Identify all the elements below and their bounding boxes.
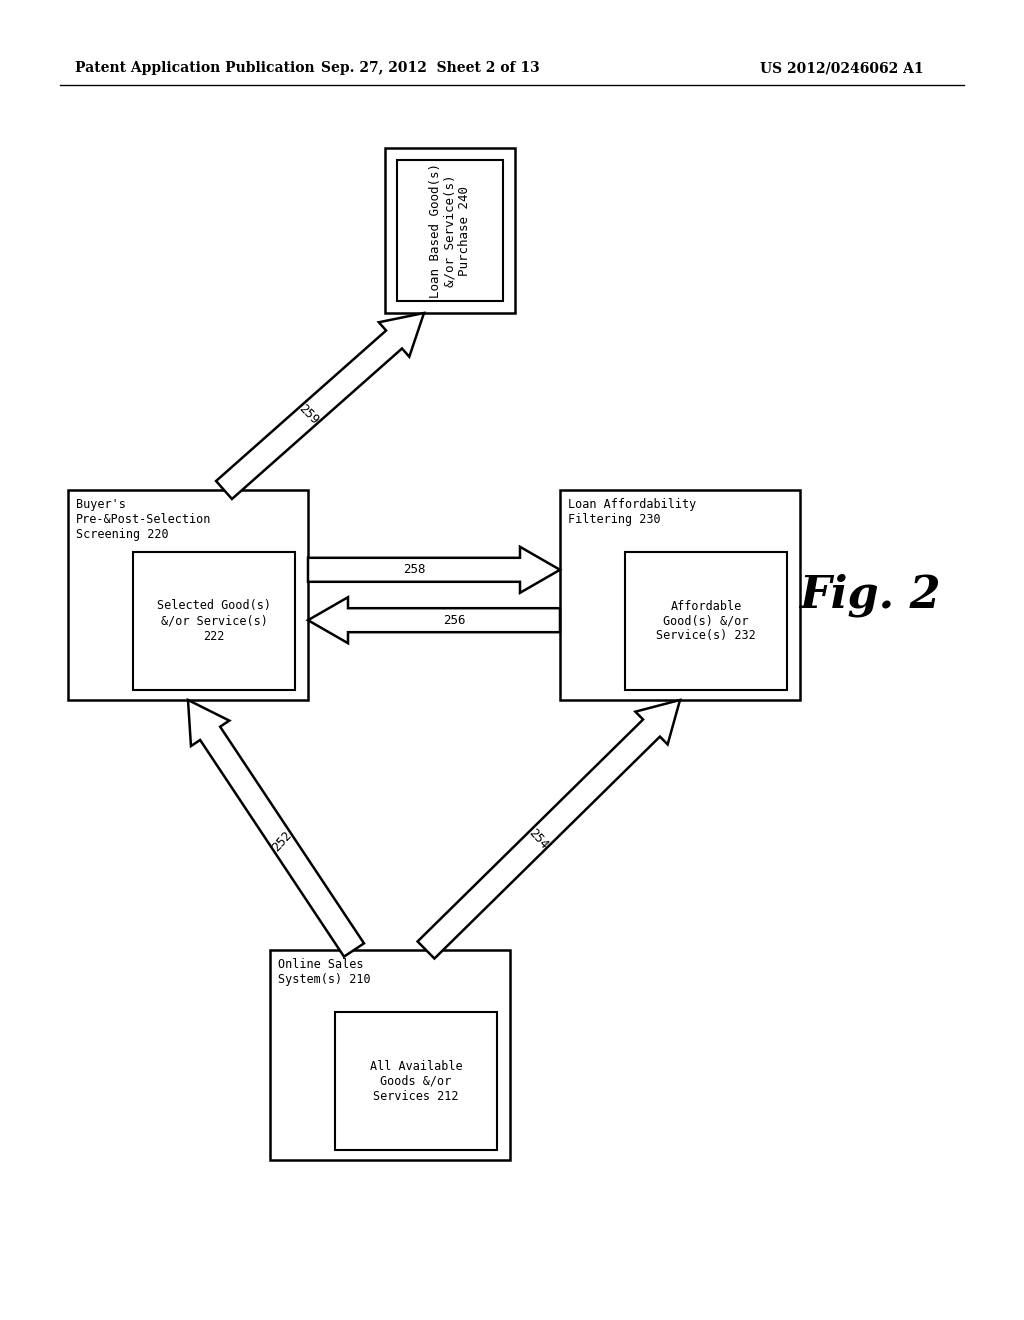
Text: Fig. 2: Fig. 2	[799, 573, 941, 616]
Text: Loan Affordability
Filtering 230: Loan Affordability Filtering 230	[568, 498, 696, 525]
Bar	[385, 148, 515, 313]
Text: Buyer's
Pre-&Post-Selection
Screening 220: Buyer's Pre-&Post-Selection Screening 22…	[76, 498, 211, 541]
Bar	[133, 552, 295, 690]
Text: Loan Based Good(s)
&/or Service(s)
Purchase 240: Loan Based Good(s) &/or Service(s) Purch…	[428, 162, 471, 298]
Polygon shape	[418, 700, 680, 958]
Text: Affordable
Good(s) &/or
Service(s) 232: Affordable Good(s) &/or Service(s) 232	[656, 599, 756, 643]
Text: All Available
Goods &/or
Services 212: All Available Goods &/or Services 212	[370, 1060, 462, 1102]
Polygon shape	[308, 597, 560, 643]
Bar	[560, 490, 800, 700]
Bar	[397, 160, 503, 301]
Bar	[335, 1012, 497, 1150]
Text: Sep. 27, 2012  Sheet 2 of 13: Sep. 27, 2012 Sheet 2 of 13	[321, 61, 540, 75]
Text: US 2012/0246062 A1: US 2012/0246062 A1	[760, 61, 924, 75]
Polygon shape	[188, 700, 364, 957]
Bar	[270, 950, 510, 1160]
Text: 259: 259	[297, 403, 322, 428]
Bar	[68, 490, 308, 700]
Bar	[625, 552, 787, 690]
Text: 256: 256	[442, 614, 465, 627]
Text: 258: 258	[402, 564, 425, 577]
Text: Selected Good(s)
&/or Service(s)
222: Selected Good(s) &/or Service(s) 222	[157, 599, 271, 643]
Text: 252: 252	[269, 829, 295, 854]
Polygon shape	[308, 546, 560, 593]
Text: Online Sales
System(s) 210: Online Sales System(s) 210	[278, 958, 371, 986]
Text: 254: 254	[526, 826, 551, 851]
Text: Patent Application Publication: Patent Application Publication	[75, 61, 314, 75]
Polygon shape	[216, 313, 424, 499]
